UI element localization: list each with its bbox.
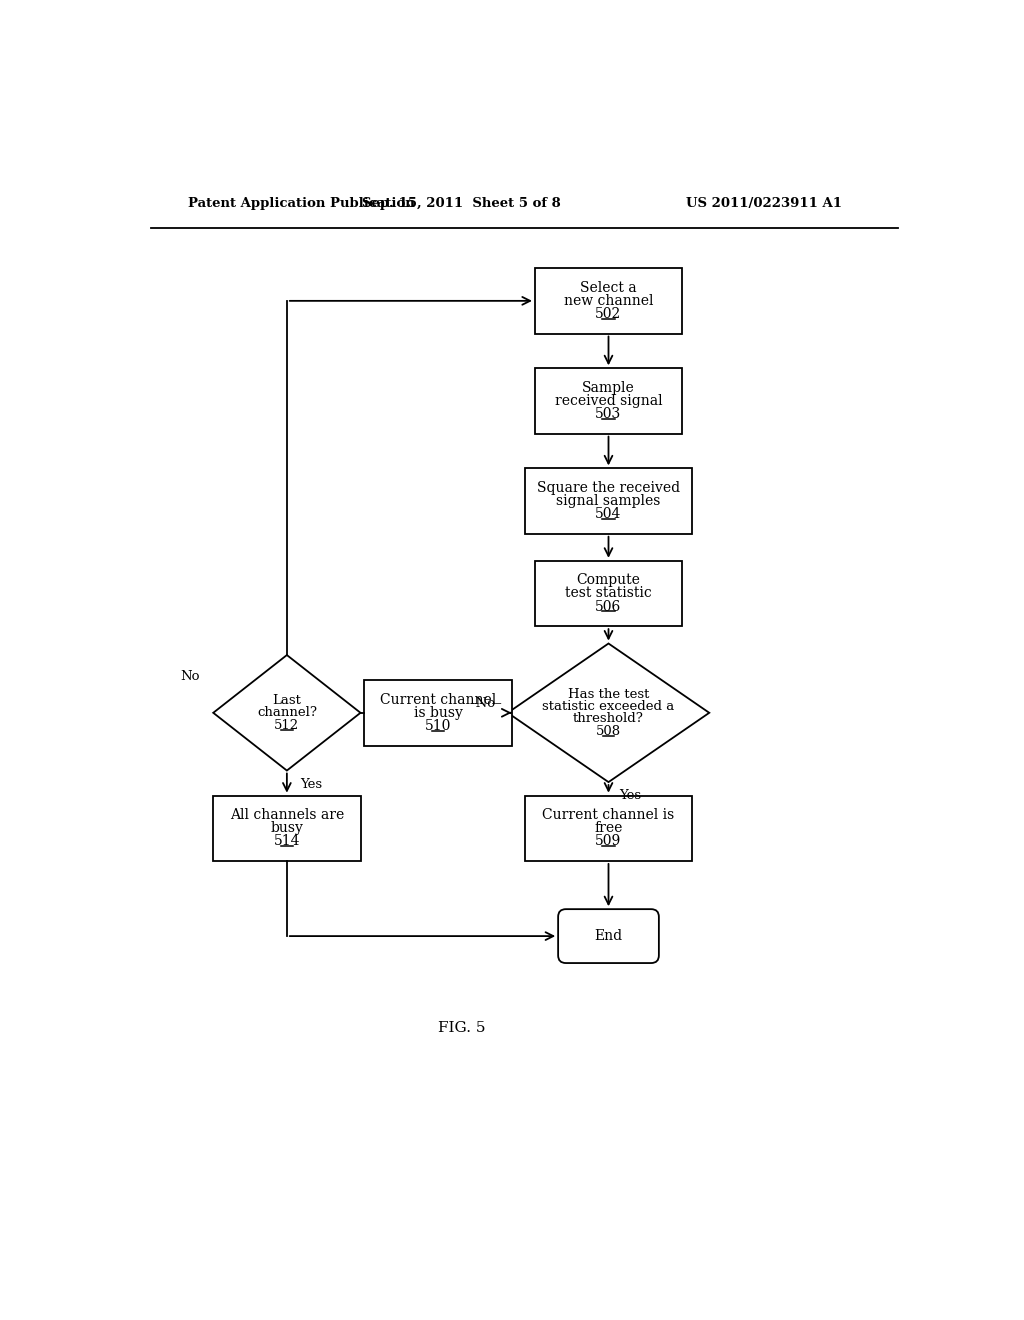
Text: Last: Last — [272, 694, 301, 708]
Bar — [535, 268, 682, 334]
Text: 504: 504 — [595, 507, 622, 521]
Text: threshold?: threshold? — [573, 713, 644, 726]
Text: Patent Application Publication: Patent Application Publication — [188, 197, 415, 210]
Text: End: End — [595, 929, 623, 942]
Text: 503: 503 — [595, 407, 622, 421]
Text: Compute: Compute — [577, 573, 640, 587]
Text: Select a: Select a — [581, 281, 637, 294]
Bar — [535, 368, 682, 434]
Text: test statistic: test statistic — [565, 586, 652, 601]
Bar — [213, 796, 360, 861]
Text: US 2011/0223911 A1: US 2011/0223911 A1 — [686, 197, 842, 210]
Text: Sample: Sample — [582, 381, 635, 395]
Text: new channel: new channel — [564, 294, 653, 308]
Bar — [525, 469, 692, 533]
Text: 510: 510 — [425, 719, 452, 733]
Text: Yes: Yes — [301, 777, 323, 791]
Text: No: No — [180, 671, 200, 684]
Text: Current channel: Current channel — [380, 693, 496, 706]
Bar — [365, 680, 512, 746]
Text: Sep. 15, 2011  Sheet 5 of 8: Sep. 15, 2011 Sheet 5 of 8 — [361, 197, 560, 210]
FancyBboxPatch shape — [558, 909, 658, 964]
Text: free: free — [594, 821, 623, 836]
Text: All channels are: All channels are — [229, 808, 344, 822]
Bar — [525, 796, 692, 861]
Text: 509: 509 — [595, 834, 622, 849]
Text: 514: 514 — [273, 834, 300, 849]
Text: received signal: received signal — [555, 393, 663, 408]
Text: Square the received: Square the received — [537, 480, 680, 495]
Text: 506: 506 — [595, 599, 622, 614]
Text: Has the test: Has the test — [568, 688, 649, 701]
Text: Current channel is: Current channel is — [543, 808, 675, 822]
Text: 508: 508 — [596, 725, 622, 738]
Text: –No–: –No– — [470, 697, 503, 710]
Bar — [535, 561, 682, 626]
Text: busy: busy — [270, 821, 303, 836]
Text: 512: 512 — [274, 718, 299, 731]
Polygon shape — [508, 644, 710, 781]
Text: channel?: channel? — [257, 706, 316, 719]
Text: is busy: is busy — [414, 706, 463, 719]
Text: statistic exceeded a: statistic exceeded a — [543, 700, 675, 713]
Text: signal samples: signal samples — [556, 494, 660, 508]
Polygon shape — [213, 655, 360, 771]
Text: 502: 502 — [595, 308, 622, 321]
Text: Yes: Yes — [620, 789, 641, 803]
Text: FIG. 5: FIG. 5 — [437, 1022, 485, 1035]
